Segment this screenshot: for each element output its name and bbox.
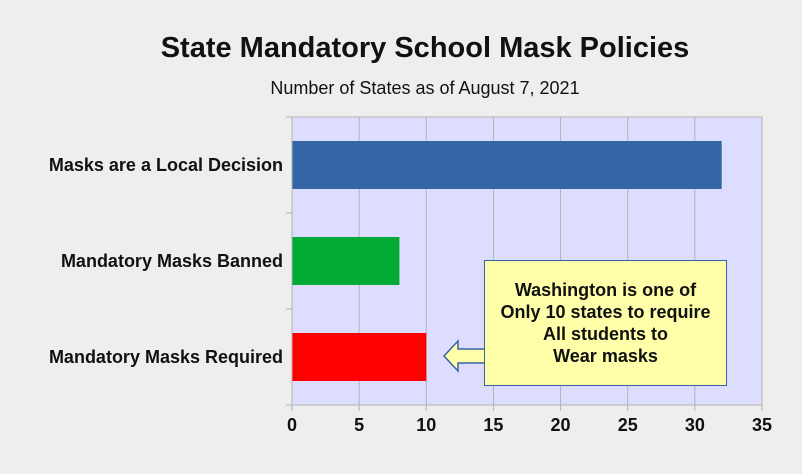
category-labels: Masks are a Local Decision Mandatory Mask… bbox=[49, 155, 283, 367]
bar bbox=[292, 333, 427, 381]
callout-line-3: All students to bbox=[543, 324, 668, 344]
x-tick-labels: 0 5 10 15 20 25 30 35 bbox=[287, 415, 772, 435]
category-label: Masks are a Local Decision bbox=[49, 155, 283, 175]
x-tick-label: 30 bbox=[685, 415, 705, 435]
chart-subtitle: Number of States as of August 7, 2021 bbox=[270, 78, 580, 98]
x-tick-label: 15 bbox=[483, 415, 503, 435]
chart-title: State Mandatory School Mask Policies bbox=[160, 32, 690, 64]
bar bbox=[292, 141, 722, 189]
annotation-callout: Washington is one of Only 10 states to r… bbox=[484, 260, 727, 386]
bars bbox=[292, 141, 722, 381]
category-label: Mandatory Masks Banned bbox=[61, 251, 283, 271]
x-tick-label: 20 bbox=[551, 415, 571, 435]
callout-line-1: Washington is one of bbox=[514, 280, 697, 300]
callout-line-4: Wear masks bbox=[553, 346, 658, 366]
bar bbox=[292, 237, 400, 285]
category-label: Mandatory Masks Required bbox=[49, 347, 283, 367]
x-tick-label: 35 bbox=[752, 415, 772, 435]
axes bbox=[286, 116, 762, 406]
x-tick-label: 0 bbox=[287, 415, 297, 435]
x-tick-label: 10 bbox=[416, 415, 436, 435]
x-tick-label: 25 bbox=[618, 415, 638, 435]
x-tick-label: 5 bbox=[354, 415, 364, 435]
callout-line-2: Only 10 states to require bbox=[500, 302, 711, 322]
